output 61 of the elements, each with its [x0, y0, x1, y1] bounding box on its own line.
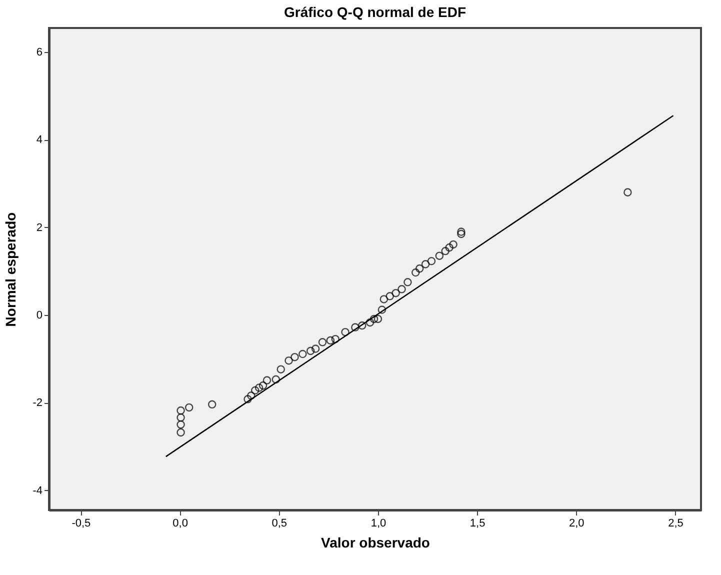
y-tick-label: 0: [36, 310, 42, 322]
point: [176, 413, 185, 422]
point: [176, 406, 185, 415]
point: [272, 375, 280, 384]
point: [427, 256, 436, 266]
x-axis-title: Valor observado: [321, 534, 430, 550]
point: [284, 356, 293, 365]
point: [250, 386, 260, 395]
point: [370, 314, 378, 324]
point: [176, 428, 185, 437]
point: [441, 246, 450, 256]
point: [258, 381, 268, 390]
y-tick-label: 4: [36, 134, 42, 146]
point: [341, 328, 350, 336]
point: [306, 346, 315, 356]
point: [435, 252, 444, 260]
point: [445, 243, 454, 252]
point: [262, 376, 272, 384]
point: [366, 318, 374, 327]
x-tick-label: -0,5: [72, 518, 91, 530]
point: [311, 344, 320, 353]
x-tick-label: 2,5: [668, 518, 684, 530]
y-tick-label: 6: [36, 46, 42, 59]
point: [392, 288, 400, 298]
point: [290, 352, 299, 362]
x-tick-label: 0,0: [172, 518, 188, 530]
point: [326, 336, 335, 345]
point: [374, 314, 382, 324]
point: [247, 392, 256, 400]
point: [298, 350, 307, 358]
point: [380, 295, 388, 304]
point: [457, 228, 466, 236]
point: [351, 323, 360, 332]
point: [331, 334, 340, 344]
point: [358, 321, 366, 330]
point: [176, 420, 185, 429]
y-tick-label: 2: [36, 222, 42, 234]
point: [244, 395, 252, 404]
x-tick-label: 0,5: [272, 518, 288, 530]
chart-title: Gráfico Q-Q normal de EDF: [284, 4, 466, 20]
point: [411, 268, 420, 277]
point: [398, 285, 406, 294]
point: [415, 264, 424, 273]
x-tick-label: 1,5: [470, 518, 486, 530]
point: [184, 403, 194, 412]
point: [421, 260, 430, 268]
point: [624, 188, 632, 196]
y-tick-label: -4: [32, 484, 42, 497]
point: [404, 278, 412, 286]
point: [378, 306, 386, 314]
x-tick-label: 1,0: [370, 518, 386, 530]
point: [208, 400, 216, 409]
y-tick-label: -2: [32, 397, 42, 410]
point: [318, 338, 327, 346]
point: [254, 384, 264, 392]
y-axis-title: Normal esperado: [2, 212, 19, 327]
x-tick-label: 2,0: [569, 518, 584, 530]
point: [449, 240, 458, 249]
point: [386, 292, 394, 300]
point: [457, 230, 466, 238]
point: [276, 365, 285, 374]
